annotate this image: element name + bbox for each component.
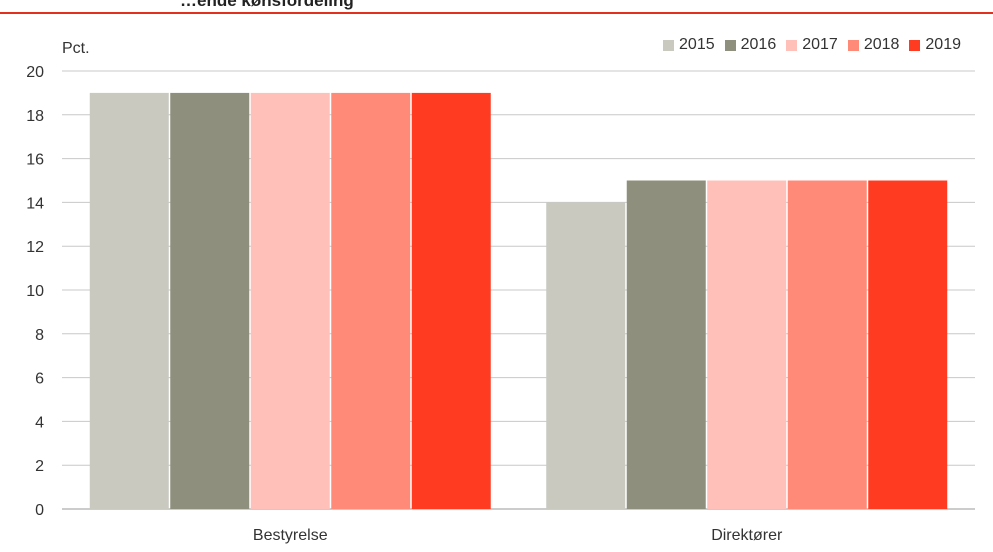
legend-label: 2016 xyxy=(740,36,777,53)
title-divider xyxy=(0,12,993,14)
legend-item-2015: 2015 xyxy=(663,36,715,54)
bar-bestyrelse-2016 xyxy=(170,92,250,510)
y-tick-label: 10 xyxy=(26,283,44,300)
legend-item-2018: 2018 xyxy=(847,36,900,54)
legend-swatch xyxy=(663,39,675,51)
y-axis-unit-label: Pct. xyxy=(62,40,90,57)
y-tick-label: 14 xyxy=(26,195,44,212)
chart-title: …ende kønsfordeling xyxy=(180,0,354,10)
legend-item-2019: 2019 xyxy=(909,36,961,54)
bar-direktører-2017 xyxy=(707,180,787,509)
chart-legend: 2015 2016 2017 2018 2019 xyxy=(663,36,961,54)
y-tick-label: 0 xyxy=(35,502,44,519)
y-axis-ticks: 0 2 4 6 8 10 12 14 16 18 20 xyxy=(26,64,44,519)
legend-label: 2015 xyxy=(679,36,715,53)
y-tick-label: 8 xyxy=(35,327,44,344)
bar-direktører-2019 xyxy=(868,180,948,509)
y-tick-label: 4 xyxy=(35,414,44,431)
bar-direktører-2016 xyxy=(626,180,706,509)
legend-swatch xyxy=(786,39,798,51)
bar-bestyrelse-2015 xyxy=(89,92,169,510)
bar-direktører-2018 xyxy=(787,180,867,509)
legend-label: 2018 xyxy=(863,36,900,53)
legend-swatch xyxy=(724,39,736,51)
bar-bestyrelse-2017 xyxy=(250,92,330,510)
y-tick-label: 16 xyxy=(26,152,44,169)
bar-direktører-2015 xyxy=(546,202,626,509)
legend-swatch xyxy=(909,39,921,51)
title-bar: …ende kønsfordeling xyxy=(0,0,993,13)
y-tick-label: 20 xyxy=(26,64,44,81)
legend-item-2017: 2017 xyxy=(786,36,838,54)
y-tick-label: 6 xyxy=(35,371,44,388)
x-axis-labels: Bestyrelse Direktører xyxy=(253,527,783,544)
bar-bestyrelse-2018 xyxy=(331,92,411,510)
bars xyxy=(89,92,948,510)
y-tick-label: 12 xyxy=(26,239,44,256)
x-category-label: Direktører xyxy=(711,527,783,544)
legend-label: 2019 xyxy=(925,36,961,53)
legend-swatch xyxy=(847,39,859,51)
y-tick-label: 2 xyxy=(35,458,44,475)
y-tick-label: 18 xyxy=(26,108,44,125)
x-category-label: Bestyrelse xyxy=(253,527,328,544)
legend-label: 2017 xyxy=(802,36,838,53)
bar-bestyrelse-2019 xyxy=(411,92,491,510)
legend-item-2016: 2016 xyxy=(724,36,777,54)
